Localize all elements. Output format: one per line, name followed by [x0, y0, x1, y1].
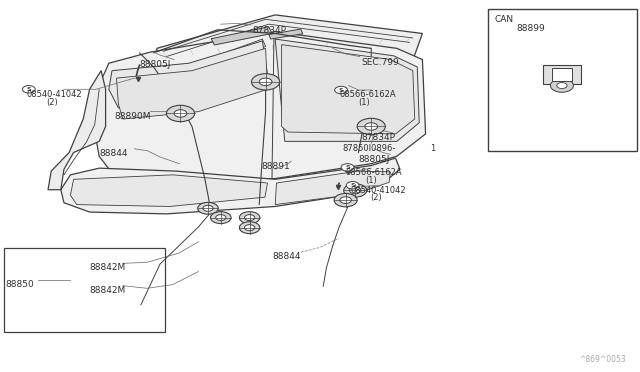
Circle shape — [166, 105, 195, 122]
Circle shape — [346, 182, 359, 189]
Text: (2): (2) — [46, 98, 58, 107]
Circle shape — [335, 86, 348, 94]
Text: ^869^0053: ^869^0053 — [579, 355, 626, 364]
Text: 88891: 88891 — [261, 162, 290, 171]
Text: 88805J: 88805J — [358, 155, 390, 164]
Text: 88805J: 88805J — [140, 60, 171, 68]
Text: 88899: 88899 — [517, 24, 545, 33]
Text: 88842M: 88842M — [90, 263, 126, 272]
Text: 88844: 88844 — [99, 149, 128, 158]
Circle shape — [244, 215, 255, 221]
Text: 08540-41042: 08540-41042 — [27, 90, 83, 99]
Text: S: S — [350, 183, 355, 188]
Polygon shape — [275, 171, 390, 205]
Circle shape — [340, 197, 351, 203]
Bar — [552, 68, 572, 81]
Circle shape — [252, 74, 280, 90]
Text: S: S — [26, 87, 31, 92]
Text: (1): (1) — [365, 176, 376, 185]
Text: 88844: 88844 — [272, 252, 301, 261]
Text: S: S — [339, 87, 344, 93]
Polygon shape — [109, 41, 268, 108]
Text: CAN: CAN — [494, 15, 513, 24]
Text: (1): (1) — [358, 98, 370, 107]
Polygon shape — [61, 158, 400, 214]
Text: 88890M: 88890M — [114, 112, 150, 121]
Text: 87850I0896-: 87850I0896- — [342, 144, 396, 153]
Circle shape — [239, 222, 260, 234]
Bar — [543, 65, 581, 84]
Text: 87834P: 87834P — [253, 26, 287, 35]
Text: 08566-6162A: 08566-6162A — [339, 90, 396, 99]
Circle shape — [203, 205, 213, 211]
Text: SEC.799: SEC.799 — [362, 58, 399, 67]
Circle shape — [211, 212, 231, 224]
Circle shape — [365, 123, 378, 130]
Circle shape — [239, 212, 260, 224]
Circle shape — [357, 118, 385, 135]
Polygon shape — [282, 45, 415, 134]
Text: 88842M: 88842M — [90, 286, 126, 295]
Polygon shape — [70, 175, 268, 206]
Polygon shape — [118, 39, 266, 84]
Polygon shape — [90, 32, 426, 182]
Text: 1: 1 — [430, 144, 435, 153]
Text: (2): (2) — [370, 193, 381, 202]
Circle shape — [216, 215, 226, 221]
Circle shape — [198, 202, 218, 214]
Polygon shape — [269, 29, 303, 39]
Circle shape — [22, 86, 35, 93]
Polygon shape — [48, 71, 106, 190]
Text: 08540-41042: 08540-41042 — [351, 186, 406, 195]
Circle shape — [259, 78, 272, 86]
Bar — [4, 248, 165, 332]
Text: 87834P: 87834P — [362, 133, 396, 142]
Polygon shape — [211, 27, 272, 45]
Circle shape — [341, 164, 354, 171]
Polygon shape — [116, 48, 268, 119]
Text: 08566-6162A: 08566-6162A — [346, 168, 402, 177]
Circle shape — [334, 193, 357, 207]
Circle shape — [550, 79, 573, 92]
Text: S: S — [345, 165, 350, 170]
Circle shape — [244, 225, 255, 231]
Polygon shape — [157, 15, 422, 78]
Circle shape — [174, 110, 187, 117]
Circle shape — [557, 83, 567, 89]
Bar — [488, 9, 637, 151]
Circle shape — [344, 184, 367, 197]
Circle shape — [349, 187, 361, 194]
Polygon shape — [275, 39, 419, 141]
Text: 88850: 88850 — [5, 280, 34, 289]
